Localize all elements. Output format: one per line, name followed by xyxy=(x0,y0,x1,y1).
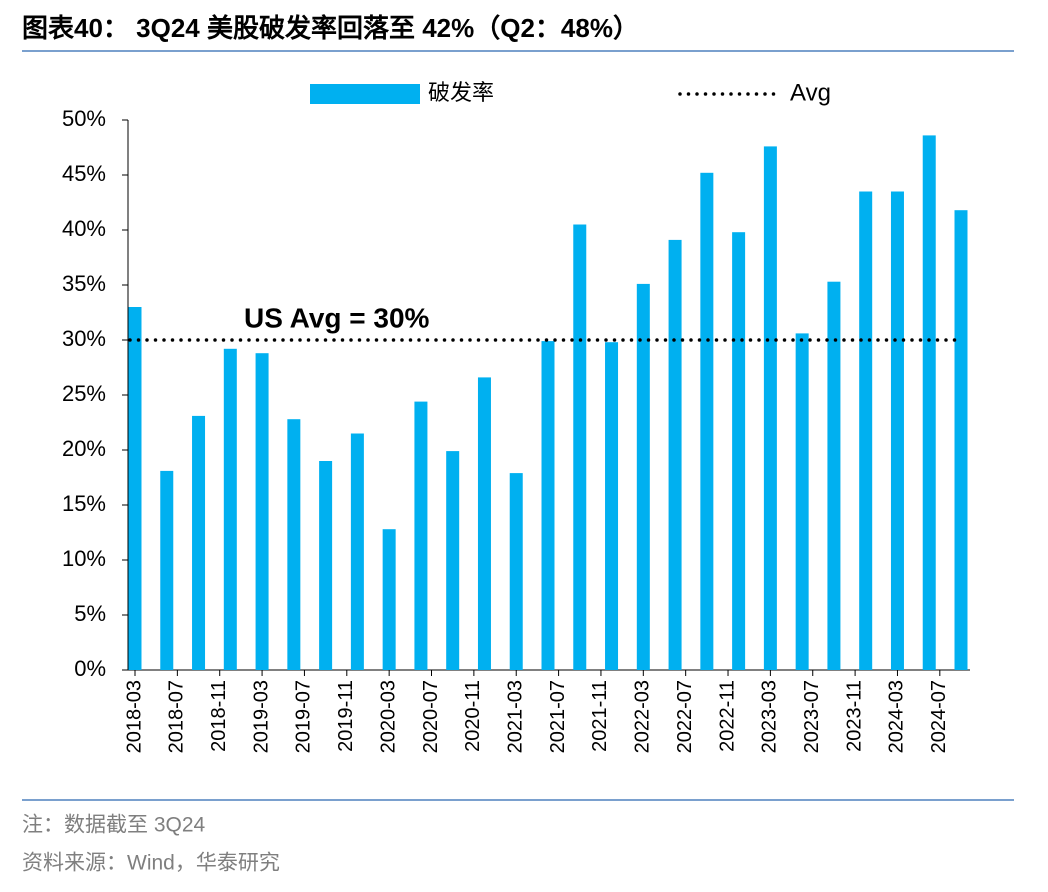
x-tick-label: 2024-07 xyxy=(928,680,950,753)
bar xyxy=(795,333,809,670)
x-tick-label: 2021-03 xyxy=(505,680,527,753)
bar xyxy=(287,419,301,670)
y-tick-label: 45% xyxy=(62,161,106,186)
x-tick-label: 2019-07 xyxy=(293,680,315,753)
x-tick-label: 2022-03 xyxy=(632,680,654,753)
x-tick-label: 2022-07 xyxy=(674,680,696,753)
bar xyxy=(668,239,682,670)
bar xyxy=(128,307,142,670)
source: 资料来源：Wind，华泰研究 xyxy=(22,852,280,875)
bar xyxy=(573,224,587,670)
x-tick-label: 2020-11 xyxy=(462,680,484,752)
bar xyxy=(954,210,968,670)
x-tick-label: 2018-11 xyxy=(208,680,230,752)
bar xyxy=(636,283,650,670)
y-tick-label: 30% xyxy=(62,326,106,351)
x-tick-label: 2018-07 xyxy=(166,680,188,753)
y-tick-label: 5% xyxy=(74,601,106,626)
y-tick-label: 10% xyxy=(62,546,106,571)
y-tick-label: 20% xyxy=(62,436,106,461)
bar xyxy=(446,451,460,670)
bar xyxy=(382,529,396,670)
bar xyxy=(319,461,333,670)
bar xyxy=(160,470,174,670)
x-tick-label: 2020-07 xyxy=(420,680,442,753)
y-tick-label: 25% xyxy=(62,381,106,406)
bar xyxy=(859,191,873,670)
x-tick-label: 2023-11 xyxy=(843,680,865,752)
x-tick-label: 2019-03 xyxy=(250,680,272,753)
bar xyxy=(732,232,746,670)
bar xyxy=(509,473,523,670)
x-tick-label: 2020-03 xyxy=(377,680,399,753)
legend-label: 破发率 xyxy=(428,80,494,105)
x-tick-label: 2023-07 xyxy=(801,680,823,753)
bar xyxy=(192,415,206,670)
bar xyxy=(255,353,269,670)
note: 注：数据截至 3Q24 xyxy=(22,814,206,837)
x-tick-label: 2022-11 xyxy=(716,680,738,752)
bar xyxy=(763,146,777,670)
x-tick-label: 2024-03 xyxy=(886,680,908,753)
y-tick-label: 35% xyxy=(62,271,106,296)
legend-label: Avg xyxy=(790,79,831,106)
x-tick-label: 2018-03 xyxy=(123,680,145,753)
bar xyxy=(605,342,619,670)
bar xyxy=(477,377,491,670)
y-tick-label: 40% xyxy=(62,216,106,241)
x-tick-label: 2021-07 xyxy=(547,680,569,753)
bar xyxy=(827,281,841,670)
bar xyxy=(350,433,364,670)
annotation: US Avg = 30% xyxy=(244,302,430,333)
x-tick-label: 2023-03 xyxy=(759,680,781,753)
x-tick-label: 2019-11 xyxy=(335,680,357,752)
x-tick-label: 2021-11 xyxy=(589,680,611,752)
bar xyxy=(890,191,904,670)
bar xyxy=(700,172,714,671)
y-tick-label: 15% xyxy=(62,491,106,516)
bar xyxy=(223,348,237,670)
bar xyxy=(414,401,428,670)
y-tick-label: 50% xyxy=(62,106,106,131)
y-tick-label: 0% xyxy=(74,656,106,681)
bar xyxy=(541,341,555,670)
chart-title: 图表40： 3Q24 美股破发率回落至 42%（Q2：48%） xyxy=(22,13,639,43)
legend-swatch xyxy=(310,84,420,104)
bar xyxy=(922,135,936,670)
